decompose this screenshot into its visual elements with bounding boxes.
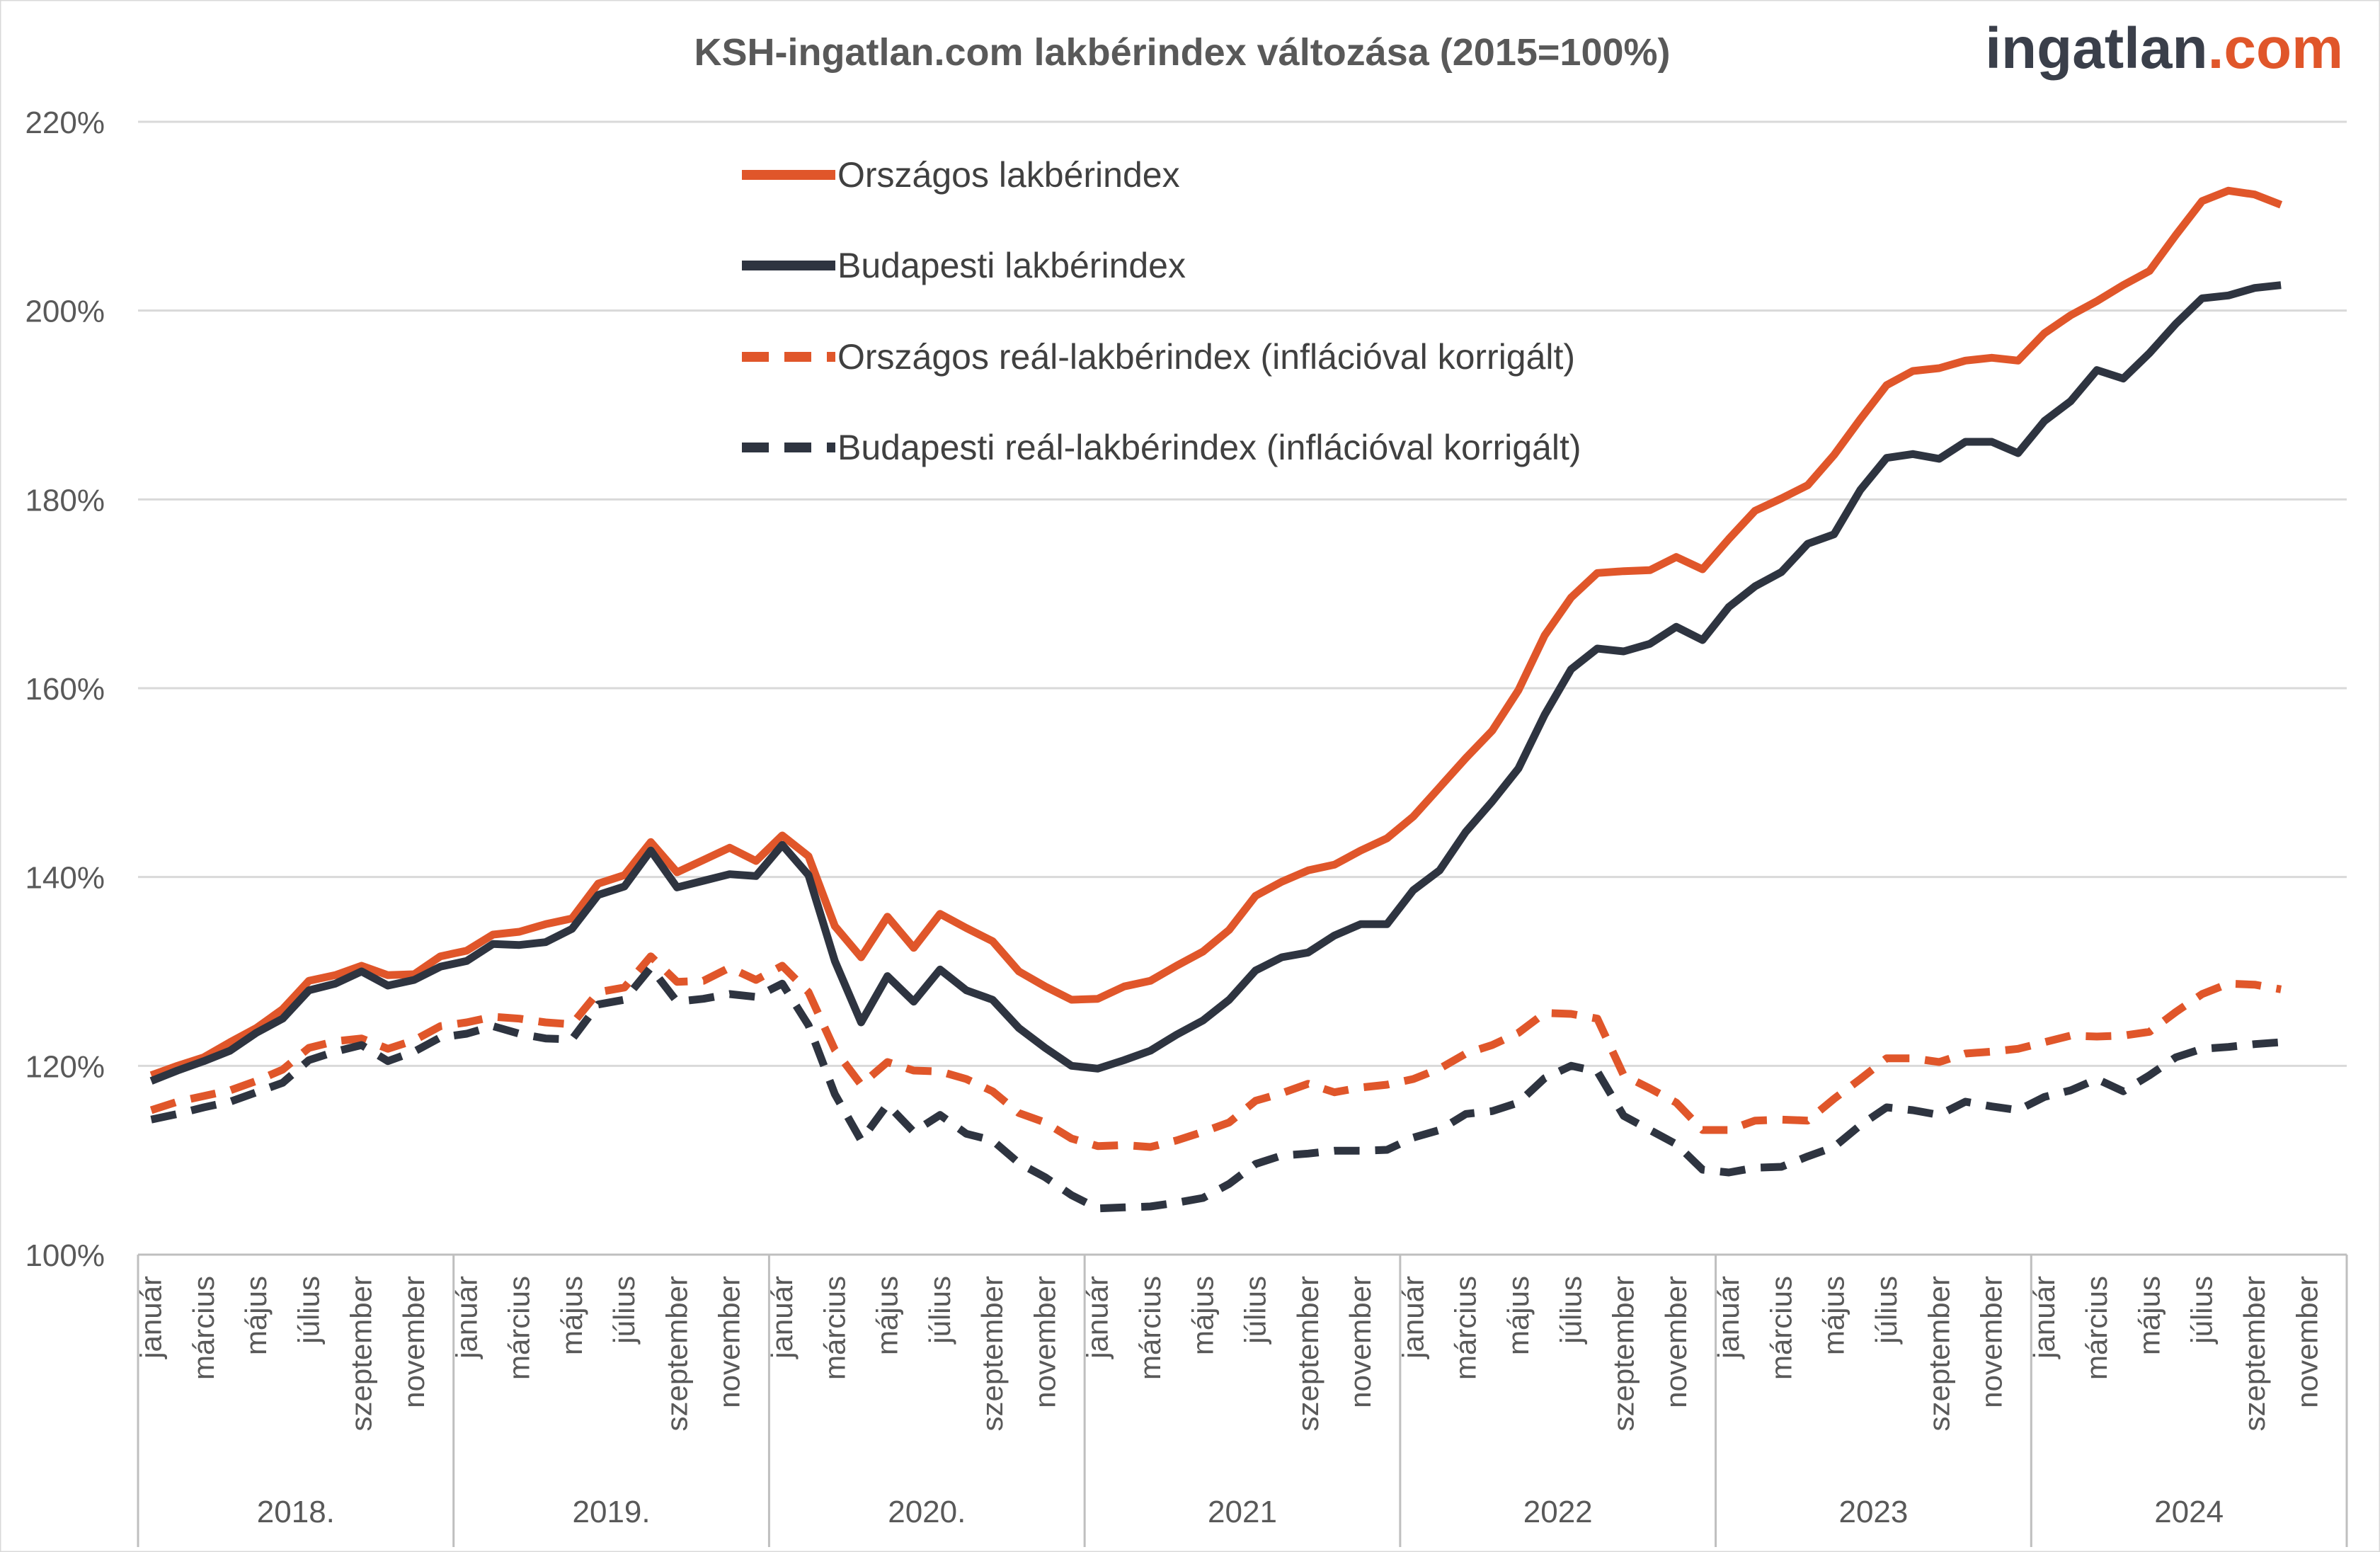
y-tick-label: 220%: [25, 105, 105, 140]
x-tick-label: január: [1081, 1276, 1114, 1360]
x-tick-label: július: [923, 1276, 956, 1345]
x-tick-label: november: [2290, 1276, 2323, 1408]
legend-label: Országos lakbérindex: [837, 155, 1180, 195]
x-tick-label: szeptember: [1291, 1276, 1325, 1431]
logo-main-text: ingatlan: [1985, 16, 2207, 81]
y-tick-label: 140%: [25, 861, 105, 896]
x-tick-label: július: [292, 1276, 325, 1345]
legend-label: Budapesti lakbérindex: [837, 246, 1186, 285]
x-tick-label: november: [1028, 1276, 1061, 1408]
series-line-2: [149, 952, 2282, 1151]
x-tick-label: január: [450, 1276, 483, 1360]
y-tick-label: 160%: [25, 672, 105, 707]
year-label: 2018.: [257, 1495, 335, 1529]
x-tick-label: július: [1239, 1276, 1272, 1345]
legend-label: Országos reál-lakbérindex (inflációval k…: [837, 337, 1575, 377]
x-tick-label: július: [1870, 1276, 1903, 1345]
x-tick-label: november: [1344, 1276, 1377, 1408]
x-tick-label: március: [2080, 1276, 2113, 1380]
year-label: 2019.: [573, 1495, 651, 1529]
chart-title: KSH-ingatlan.com lakbérindex változása (…: [694, 31, 1670, 74]
x-tick-label: november: [713, 1276, 746, 1408]
x-tick-label: szeptember: [976, 1276, 1009, 1431]
year-label: 2021: [1208, 1495, 1277, 1529]
x-tick-label: május: [2132, 1276, 2166, 1355]
x-tick-label: július: [2185, 1276, 2219, 1345]
x-tick-label: május: [555, 1276, 588, 1355]
x-tick-label: január: [135, 1276, 168, 1360]
x-tick-label: május: [1817, 1276, 1850, 1355]
x-tick-label: május: [239, 1276, 273, 1355]
y-tick-label: 120%: [25, 1049, 105, 1084]
x-tick-label: szeptember: [1607, 1276, 1640, 1431]
legend-label: Budapesti reál-lakbérindex (inflációval …: [837, 428, 1581, 467]
series-line-1: [149, 281, 2282, 1085]
x-tick-label: január: [2027, 1276, 2061, 1360]
x-tick-label: május: [1501, 1276, 1535, 1355]
x-tick-label: szeptember: [2238, 1276, 2271, 1431]
x-tick-label: március: [187, 1276, 220, 1380]
series-line-3: [150, 964, 2282, 1213]
x-tick-label: november: [397, 1276, 430, 1408]
x-tick-label: január: [765, 1276, 799, 1360]
x-tick-label: március: [818, 1276, 851, 1380]
ingatlan-logo: ingatlan.com: [1985, 16, 2343, 81]
y-tick-label: 180%: [25, 483, 105, 518]
x-tick-label: május: [871, 1276, 904, 1355]
series-lines: [149, 186, 2283, 1213]
x-tick-label: július: [607, 1276, 641, 1345]
x-tick-label: március: [1449, 1276, 1482, 1380]
x-tick-label: március: [1133, 1276, 1167, 1380]
x-tick-label: szeptember: [345, 1276, 378, 1431]
y-axis-tick-labels: 100% 120% 140% 160% 180% 200% 220%: [25, 105, 105, 1273]
x-tick-label: január: [1396, 1276, 1429, 1360]
y-tick-label: 200%: [25, 295, 105, 329]
x-tick-label: január: [1712, 1276, 1745, 1360]
series-line-0: [149, 186, 2283, 1079]
year-label: 2023: [1838, 1495, 1908, 1529]
x-tick-label: március: [1764, 1276, 1797, 1380]
x-tick-label: november: [1975, 1276, 2008, 1408]
logo-accent-text: .com: [2208, 16, 2343, 81]
x-tick-label: május: [1186, 1276, 1219, 1355]
year-label: 2020.: [888, 1495, 966, 1529]
x-tick-label: november: [1659, 1276, 1693, 1408]
x-tick-label: július: [1554, 1276, 1587, 1345]
year-label: 2022: [1523, 1495, 1593, 1529]
x-tick-label: március: [503, 1276, 536, 1380]
legend: Országos lakbérindex Budapesti lakbérinde…: [742, 155, 1581, 467]
x-tick-label: szeptember: [1922, 1276, 1955, 1431]
gridlines: [138, 120, 2347, 1067]
x-tick-label: szeptember: [660, 1276, 693, 1431]
y-tick-label: 100%: [25, 1238, 105, 1273]
x-axis: 2018. 2019. 2020. 2021 2022 2023 2024 január már…: [135, 1253, 2348, 1547]
year-label: 2024: [2154, 1495, 2224, 1529]
